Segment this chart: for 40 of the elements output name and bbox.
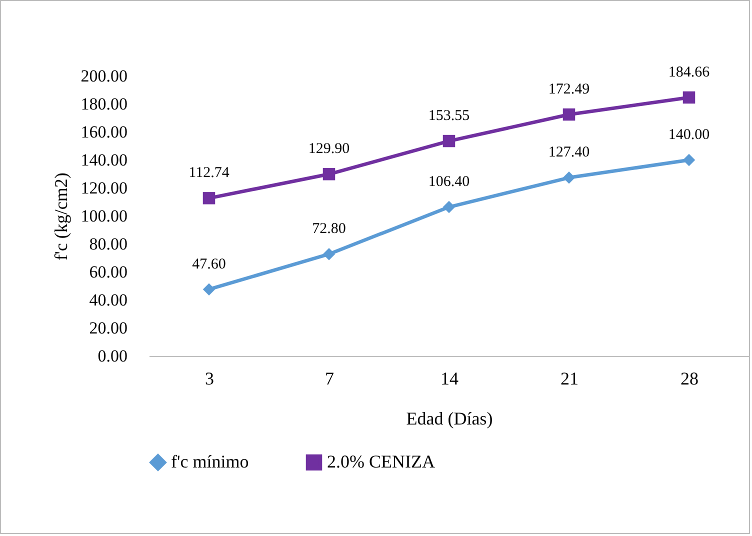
y-tick-label: 80.00: [89, 234, 128, 254]
y-tick-label: 0.00: [98, 346, 128, 366]
data-label: 47.60: [192, 256, 226, 272]
point: [322, 248, 336, 260]
y-tick-label: 100.00: [80, 206, 128, 226]
data-label: 72.80: [312, 221, 346, 238]
point: [202, 192, 216, 204]
y-tick-label: 40.00: [89, 290, 128, 310]
data-label: 140.00: [668, 127, 710, 143]
y-tick-label: 140.00: [80, 150, 128, 170]
y-tick-label: 160.00: [80, 122, 128, 142]
y-axis-title: f'c (kg/cm2): [50, 172, 71, 260]
legend-label: f'c mínimo: [171, 451, 249, 472]
data-label: 153.55: [428, 108, 470, 124]
data-label: 129.90: [308, 141, 350, 158]
point: [442, 134, 456, 148]
x-tick-label: 7: [325, 368, 334, 388]
point: [442, 200, 456, 214]
y-tick-label: 200.00: [80, 66, 128, 86]
y-tick-label: 60.00: [89, 262, 128, 282]
y-tick-label: 180.00: [80, 94, 128, 114]
x-tick-label: 21: [560, 368, 578, 388]
point: [202, 283, 216, 296]
point: [562, 108, 576, 121]
y-tick-label: 120.00: [80, 178, 128, 198]
point: [562, 172, 576, 184]
point: [682, 154, 696, 166]
point: [682, 91, 696, 104]
data-label: 127.40: [548, 144, 590, 161]
point: [322, 168, 336, 180]
x-tick-label: 3: [205, 368, 214, 388]
data-label: 184.66: [668, 64, 710, 80]
x-axis-title: Edad (Días): [406, 408, 493, 428]
x-tick-label: 28: [680, 368, 698, 388]
x-tick-label: 14: [440, 368, 458, 388]
data-label: 112.74: [188, 165, 230, 182]
data-label: 106.40: [428, 174, 470, 190]
legend-label: 2.0% CENIZA: [327, 451, 435, 472]
y-tick-label: 20.00: [89, 318, 128, 338]
data-label: 172.49: [548, 82, 590, 98]
